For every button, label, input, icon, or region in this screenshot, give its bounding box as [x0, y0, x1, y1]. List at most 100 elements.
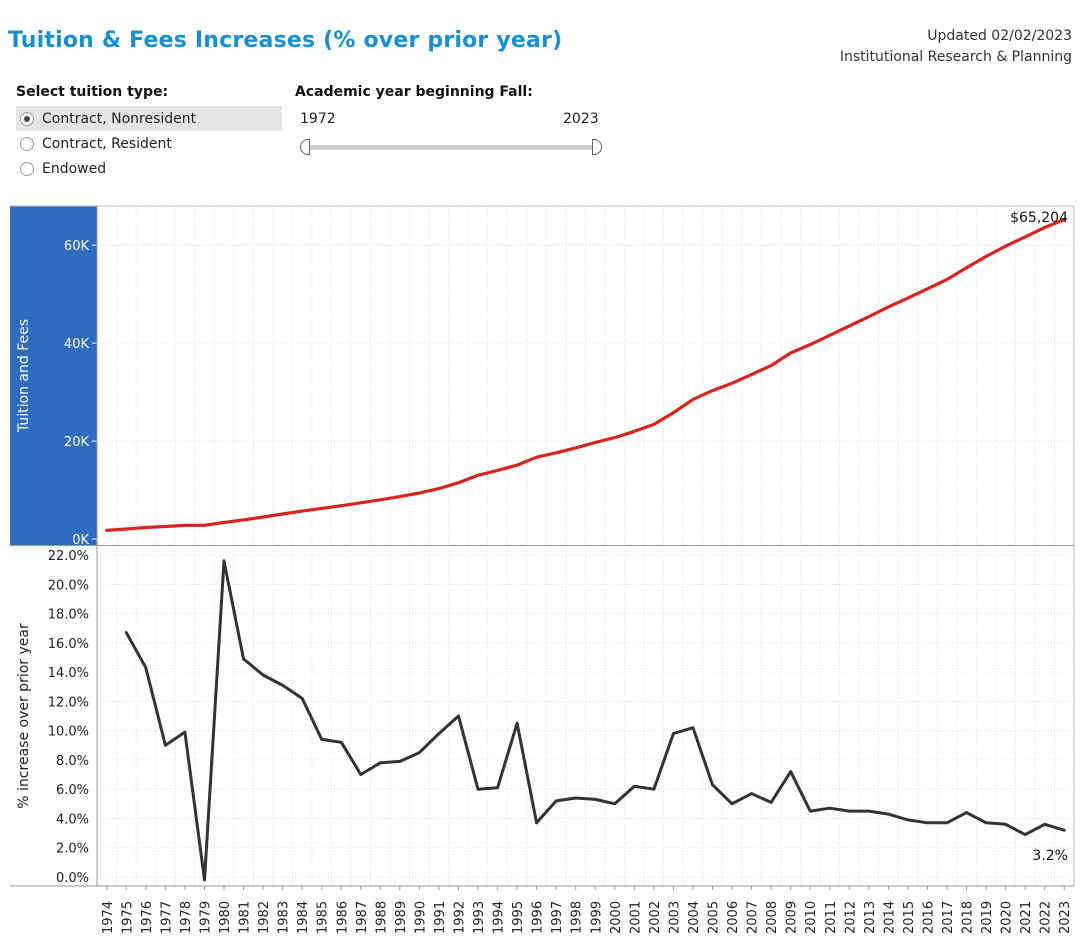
x-tick-label: 2018 — [961, 901, 976, 934]
increase-point — [730, 802, 734, 806]
y-tick-label: 22.0% — [48, 549, 89, 564]
radio-selected-icon[interactable] — [20, 111, 34, 126]
year-min-label: 1972 — [300, 111, 336, 127]
increase-point — [379, 761, 382, 765]
tuition-point — [867, 315, 871, 318]
x-tick-label: 2001 — [628, 901, 643, 934]
tuition-point — [809, 343, 812, 346]
tuition-point — [1043, 226, 1046, 229]
increase-point — [222, 559, 226, 563]
tuition-point — [457, 481, 460, 484]
increase-point — [1063, 828, 1066, 832]
tuition-point — [398, 495, 402, 498]
increase-point — [828, 807, 831, 810]
tuition-point — [476, 474, 480, 477]
x-tick-label: 1984 — [296, 901, 311, 934]
tuition-point — [379, 498, 382, 502]
increase-point — [789, 770, 792, 773]
increase-point — [809, 809, 812, 813]
increase-point — [633, 785, 636, 788]
x-tick-label: 1987 — [355, 901, 370, 934]
tuition-point — [164, 525, 167, 528]
increase-point — [340, 741, 343, 744]
tuition-point — [261, 515, 265, 519]
increase-point — [261, 673, 265, 677]
x-tick-label: 2017 — [941, 901, 956, 934]
y-tick-label: 0.0% — [56, 871, 89, 886]
x-tick-label: 2016 — [921, 901, 936, 934]
y-tick-label: 18.0% — [48, 608, 89, 623]
tuition-type-heading: Select tuition type: — [16, 84, 169, 100]
increase-point — [594, 798, 597, 801]
tuition-point — [711, 389, 714, 392]
tuition-point — [769, 364, 773, 367]
tuition-point — [125, 527, 128, 531]
tuition-point — [789, 351, 792, 355]
year-max-label: 2023 — [563, 111, 599, 127]
x-tick-label: 1996 — [531, 901, 546, 934]
tuition-point — [1023, 235, 1027, 239]
tuition-point — [515, 463, 519, 467]
tuition-point — [300, 509, 304, 513]
tuition-point — [945, 278, 949, 281]
x-tick-label: 1976 — [140, 901, 155, 934]
increase-point — [457, 714, 460, 718]
year-range-min-handle[interactable] — [300, 139, 310, 155]
tuition-end-label: $65,204 — [1010, 210, 1068, 226]
increase-point — [554, 799, 558, 803]
tuition-point — [633, 430, 636, 433]
increase-point — [183, 730, 187, 734]
y-tick-label: 10.0% — [48, 725, 89, 740]
increase-point — [750, 792, 753, 795]
y-axis-band — [10, 206, 97, 545]
y-tick-label: 8.0% — [56, 754, 89, 769]
tuition-point — [965, 266, 968, 269]
x-tick-label: 1992 — [452, 901, 467, 934]
increase-point — [125, 631, 128, 634]
x-tick-label: 1975 — [120, 901, 135, 934]
increase-point — [496, 786, 499, 789]
radio-unselected-icon[interactable] — [20, 136, 34, 151]
x-tick-label: 2023 — [1058, 901, 1073, 934]
tuition-point — [359, 501, 362, 504]
department-name: Institutional Research & Planning — [839, 49, 1072, 65]
x-tick-label: 2020 — [1000, 901, 1015, 934]
page-title: Tuition & Fees Increases (% over prior y… — [8, 28, 563, 53]
tuition-point — [652, 423, 656, 426]
year-range-slider-track[interactable] — [306, 145, 596, 150]
update-info: Updated 02/02/2023 Institutional Researc… — [840, 26, 1072, 68]
tuition-point — [691, 398, 695, 401]
increase-point — [945, 821, 949, 825]
tuition-point — [203, 524, 206, 527]
increase-point — [574, 796, 577, 800]
x-tick-label: 2006 — [726, 901, 741, 934]
x-tick-label: 2011 — [824, 901, 839, 934]
tuition-point — [750, 373, 753, 376]
x-tick-label: 2002 — [648, 901, 663, 934]
increase-point — [320, 738, 323, 741]
tuition-point — [242, 518, 245, 522]
radio-endowed[interactable]: Endowed — [16, 156, 282, 181]
radio-unselected-icon[interactable] — [20, 161, 34, 176]
radio-contract-resident[interactable]: Contract, Resident — [16, 131, 282, 156]
tuition-point — [926, 287, 929, 290]
y-tick-label: 60K — [64, 239, 90, 254]
tuition-point — [340, 504, 343, 507]
increase-point — [672, 732, 675, 735]
tuition-point — [320, 507, 323, 510]
radio-contract-nonresident[interactable]: Contract, Nonresident — [16, 106, 282, 131]
updated-date: Updated 02/02/2023 — [927, 28, 1072, 44]
x-tick-label: 1981 — [238, 901, 253, 934]
x-tick-label: 2003 — [667, 901, 682, 934]
tuition-type-radio-group: Contract, Nonresident Contract, Resident… — [16, 106, 282, 181]
x-tick-label: 2014 — [882, 901, 897, 934]
x-tick-label: 1997 — [550, 901, 565, 934]
increase-point — [906, 818, 910, 822]
increase-point — [1023, 833, 1027, 836]
x-tick-label: 1986 — [335, 901, 350, 934]
increase-point — [887, 812, 890, 816]
y-tick-label: 14.0% — [48, 666, 89, 681]
increase-point — [965, 811, 968, 814]
tuition-point — [554, 451, 558, 455]
